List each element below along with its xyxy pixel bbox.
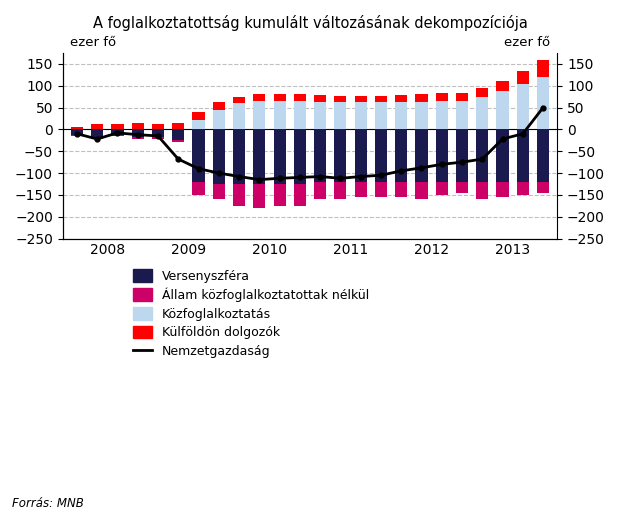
Bar [334, 102, 347, 129]
Bar [456, 101, 468, 129]
Bar [314, 95, 326, 102]
Bar [516, 84, 529, 129]
Bar [233, 103, 245, 129]
Text: Forrás: MNB: Forrás: MNB [12, 498, 84, 510]
Bar [112, 134, 123, 135]
Bar [436, 93, 448, 101]
Bar [497, 82, 508, 91]
Text: ezer fő: ezer fő [503, 36, 550, 49]
Bar [334, 182, 347, 199]
Bar [91, 129, 104, 137]
Bar [375, 96, 387, 102]
Bar [537, 182, 549, 193]
Bar [192, 120, 205, 129]
Bar [334, 129, 347, 182]
Bar [71, 134, 83, 135]
Bar [314, 182, 326, 199]
Bar [91, 137, 104, 139]
Bar [415, 129, 428, 182]
Bar [355, 129, 367, 182]
Bar [91, 124, 104, 129]
Bar [497, 129, 508, 182]
Bar [192, 129, 205, 182]
Bar [355, 96, 367, 102]
Bar [395, 95, 407, 102]
Bar [253, 94, 265, 101]
Bar [516, 71, 529, 84]
Bar [131, 123, 144, 129]
Bar [213, 102, 225, 110]
Bar [152, 124, 164, 129]
Bar [415, 94, 428, 102]
Bar [476, 96, 489, 129]
Bar [375, 182, 387, 197]
Bar [497, 91, 508, 129]
Bar [273, 94, 286, 101]
Bar [213, 184, 225, 199]
Bar [436, 182, 448, 195]
Bar [112, 129, 123, 134]
Bar [294, 184, 306, 206]
Bar [497, 182, 508, 197]
Bar [253, 101, 265, 129]
Bar [314, 102, 326, 129]
Bar [537, 129, 549, 182]
Bar [273, 129, 286, 184]
Bar [436, 129, 448, 182]
Bar [516, 129, 529, 182]
Bar [294, 129, 306, 184]
Bar [355, 182, 367, 197]
Title: A foglalkoztatottság kumulált változásának dekompozíciója: A foglalkoztatottság kumulált változásán… [92, 15, 528, 31]
Bar [436, 101, 448, 129]
Bar [233, 96, 245, 103]
Bar [516, 182, 529, 195]
Bar [456, 182, 468, 193]
Bar [152, 129, 164, 137]
Bar [253, 129, 265, 184]
Bar [172, 123, 184, 129]
Bar [233, 184, 245, 206]
Bar [273, 101, 286, 129]
Bar [192, 112, 205, 120]
Bar [131, 137, 144, 139]
Legend: Versenyszféra, Állam közfoglalkoztatottak nélkül, Közfoglalkoztatás, Külföldön d: Versenyszféra, Állam közfoglalkoztatotta… [133, 269, 370, 358]
Bar [192, 182, 205, 195]
Bar [415, 102, 428, 129]
Bar [456, 129, 468, 182]
Bar [273, 184, 286, 206]
Bar [172, 129, 184, 141]
Bar [395, 102, 407, 129]
Bar [355, 102, 367, 129]
Bar [294, 101, 306, 129]
Bar [415, 182, 428, 199]
Bar [213, 129, 225, 184]
Bar [233, 129, 245, 184]
Bar [476, 182, 489, 199]
Text: ezer fő: ezer fő [70, 36, 117, 49]
Bar [375, 102, 387, 129]
Bar [395, 182, 407, 197]
Bar [152, 137, 164, 139]
Bar [537, 77, 549, 129]
Bar [294, 94, 306, 101]
Bar [213, 110, 225, 129]
Bar [375, 129, 387, 182]
Bar [172, 141, 184, 143]
Bar [71, 129, 83, 134]
Bar [476, 88, 489, 96]
Bar [112, 124, 123, 129]
Bar [131, 129, 144, 137]
Bar [253, 184, 265, 208]
Bar [314, 129, 326, 182]
Bar [71, 127, 83, 129]
Bar [476, 129, 489, 182]
Bar [456, 93, 468, 101]
Bar [334, 96, 347, 102]
Bar [537, 60, 549, 77]
Bar [395, 129, 407, 182]
